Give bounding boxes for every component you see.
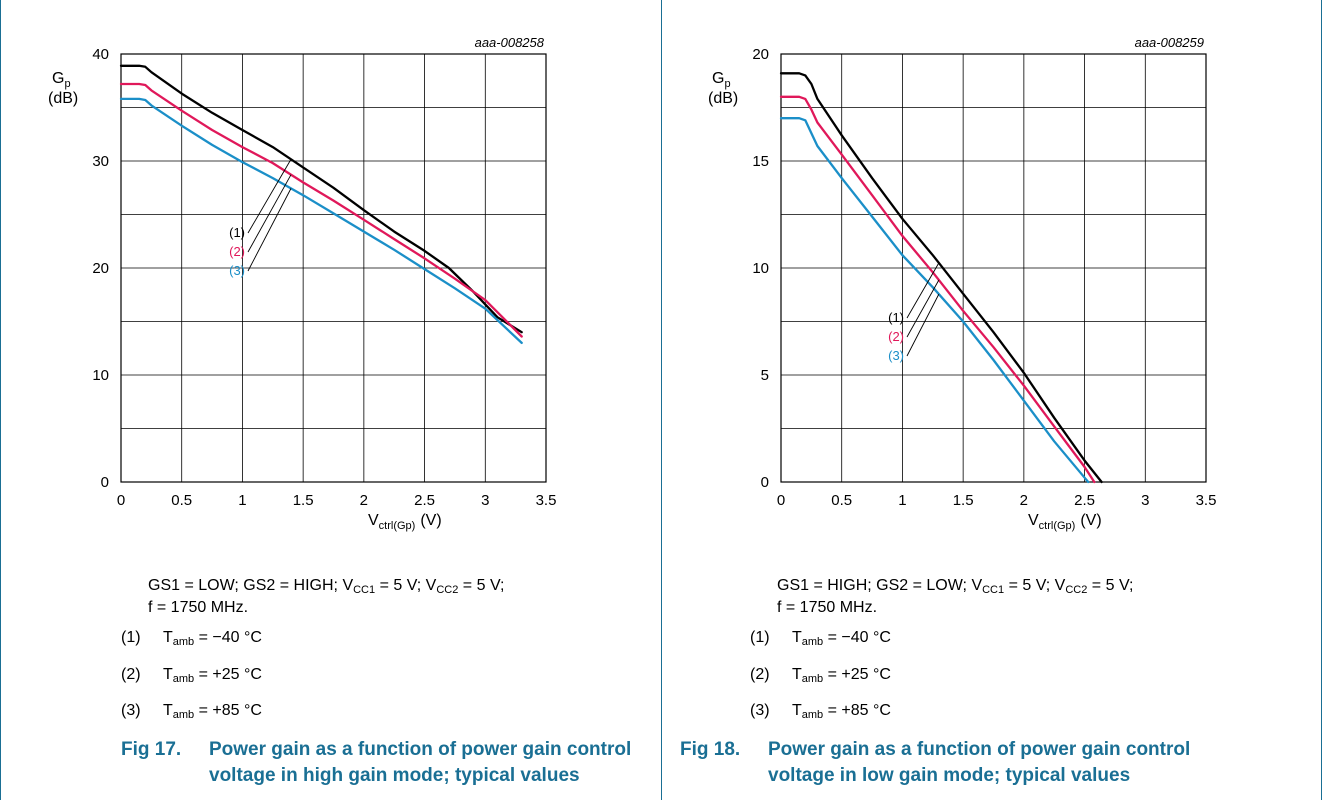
figure-17-conditions-line1: GS1 = LOW; GS2 = HIGH; VCC1 = 5 V; VCC2 … [148,577,505,596]
y-tick-label: 40 [92,46,109,63]
callout-leader-3 [906,293,940,357]
x-tick-label: 3.5 [1196,492,1217,509]
figure-id-label: aaa-008258 [475,35,545,50]
series-line-3 [779,117,1090,484]
y-tick-label: 0 [761,474,769,491]
callout-leader-3 [247,188,292,272]
series-line-2 [119,82,523,338]
plot-frame [780,53,1207,483]
x-tick-label: 2.5 [1074,492,1095,509]
figure-18-conditions-line1: GS1 = HIGH; GS2 = LOW; VCC1 = 5 V; VCC2 … [777,577,1134,596]
figure-18-label: Fig 18. [680,739,741,760]
x-tick-label: 0.5 [171,492,192,509]
callout-label-1: (1) [229,225,245,240]
series-line-2 [779,95,1096,484]
y-axis-unit: (dB) [48,90,78,107]
y-axis-label: Gp [52,70,71,90]
x-tick-label: 3 [481,492,489,509]
x-axis-label-sub: ctrl(Gp) [1039,520,1076,532]
figure-17-conditions: GS1 = LOW; GS2 = HIGH; VCC1 = 5 V; VCC2 … [148,575,708,619]
series-line-3 [119,97,523,345]
y-tick-label: 30 [92,153,109,170]
figure-17-legend-2: (2) Tamb = +25 °C [121,666,262,685]
figure-17-legend-1: (1) Tamb = −40 °C [121,629,262,648]
x-axis-label: Vctrl(Gp) (V) [1028,512,1102,532]
y-tick-label: 15 [752,153,769,170]
x-tick-label: 2 [1020,492,1028,509]
y-tick-label: 0 [101,474,109,491]
y-tick-label: 20 [752,46,769,63]
figure-18-panel: 0 5 10 15 20 0 0.5 1 1.5 2 2.5 3 3.5 Gp (dB) Vctrl(Gp)(… [661,0,1322,800]
x-axis-unit: (V) [420,512,441,529]
callout-label-2: (2) [229,244,245,259]
figure-18-legend-1: (1) Tamb = −40 °C [750,629,891,648]
figure-id-label: aaa-008259 [1135,35,1204,50]
y-tick-label: 10 [752,260,769,277]
callout-label-2: (2) [888,329,904,344]
x-tick-label: 3 [1141,492,1149,509]
figure-18-title-line1: Power gain as a function of power gain c… [768,739,1191,760]
y-axis-label: Gp [712,70,731,90]
plot-frame [120,53,547,483]
figure-17-title-line1: Power gain as a function of power gain c… [209,739,632,760]
callout-label-3: (3) [888,348,904,363]
y-tick-label: 5 [761,367,769,384]
figure-18-title-line2: voltage in low gain mode; typical values [768,765,1131,786]
callout-label-3: (3) [229,263,245,278]
x-axis-label: Vctrl(Gp) (V) [368,512,442,532]
y-axis-unit: (dB) [708,90,738,107]
figure-17-label: Fig 17. [121,739,182,760]
callout-leader-1 [247,159,292,234]
callout-leader-1 [906,262,940,319]
callout-label-1: (1) [888,310,904,325]
x-tick-label: 1 [898,492,906,509]
figure-18-legend-3: (3) Tamb = +85 °C [750,702,891,721]
x-tick-label: 2 [360,492,368,509]
figure-17-panel: 0 10 20 30 40 0 0.5 1 1.5 2 2.5 3 3.5 Gp (dB) Vctrl(Gp)… [0,0,661,800]
figure-18-legend-2: (2) Tamb = +25 °C [750,666,891,685]
x-tick-label: 0.5 [831,492,852,509]
figure-17-title-line2: voltage in high gain mode; typical value… [209,765,580,786]
figure-17-legend-3: (3) Tamb = +85 °C [121,702,262,721]
x-axis-label-sub: ctrl(Gp) [379,520,416,532]
y-axis-label-sub: p [724,78,730,90]
x-axis-unit: (V) [1080,512,1101,529]
x-tick-label: 1 [238,492,246,509]
y-tick-label: 10 [92,367,109,384]
figure-18-conditions: GS1 = HIGH; GS2 = LOW; VCC1 = 5 V; VCC2 … [777,575,1323,619]
x-tick-label: 2.5 [414,492,435,509]
figure-17-conditions-line2: f = 1750 MHz. [148,599,249,616]
x-tick-label: 0 [117,492,125,509]
y-tick-label: 20 [92,260,109,277]
callout-leader-2 [906,279,940,338]
y-axis-label-sub: p [64,78,70,90]
figure-18-conditions-line2: f = 1750 MHz. [777,599,878,616]
x-tick-label: 1.5 [293,492,314,509]
series-line-1 [779,72,1103,484]
x-tick-label: 0 [777,492,785,509]
callout-leader-2 [247,174,292,253]
x-tick-label: 3.5 [536,492,557,509]
x-tick-label: 1.5 [953,492,974,509]
